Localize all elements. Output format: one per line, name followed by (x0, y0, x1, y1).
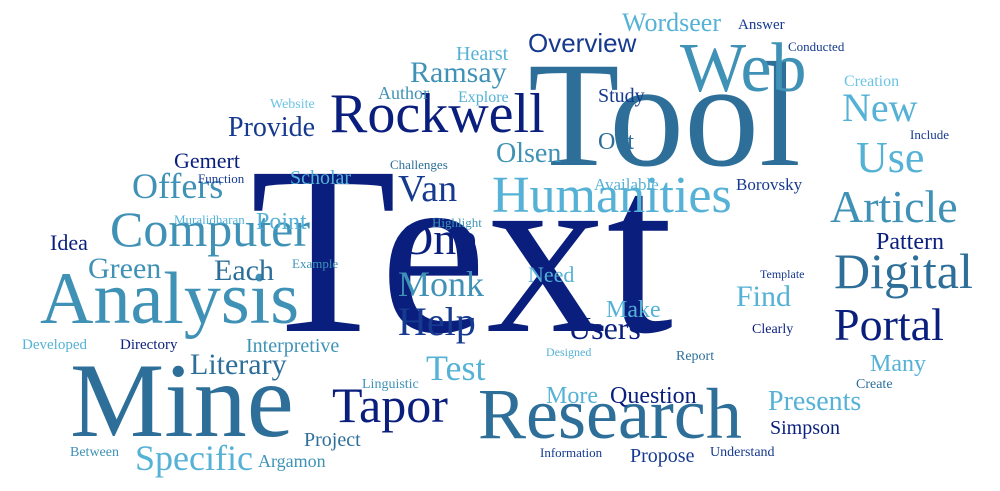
word-designed: Designed (546, 345, 592, 359)
word-one: One (400, 213, 477, 264)
word-literary: Literary (190, 348, 287, 381)
word-use: Use (856, 133, 925, 182)
word-monk: Monk (398, 264, 485, 304)
word-mine: Mine (70, 342, 294, 459)
word-help: Help (398, 299, 476, 344)
word-argamon: Argamon (258, 451, 326, 471)
word-analysis: Analysis (40, 258, 299, 340)
word-wordseer: Wordseer (622, 8, 721, 37)
word-propose: Propose (630, 445, 695, 467)
word-test: Test (426, 348, 486, 388)
word-pattern: Pattern (876, 229, 944, 255)
word-hearst: Hearst (456, 43, 509, 65)
word-conducted: Conducted (788, 39, 845, 54)
word-make: Make (606, 297, 661, 323)
word-many: Many (870, 351, 926, 377)
word-olsen: Olsen (496, 138, 562, 169)
word-van: Van (398, 168, 458, 210)
word-clearly: Clearly (752, 322, 794, 337)
word-question: Question (610, 383, 697, 409)
word-study: Study (598, 85, 645, 107)
word-new: New (842, 85, 918, 130)
word-digital: Digital (834, 243, 973, 299)
word-simpson: Simpson (770, 417, 841, 439)
word-report: Report (676, 349, 715, 364)
word-create: Create (856, 377, 893, 392)
word-find: Find (736, 280, 792, 313)
word-understand: Understand (710, 445, 775, 460)
word-challenges: Challenges (390, 157, 448, 172)
word-function: Function (198, 171, 245, 186)
word-developed: Developed (22, 337, 87, 353)
word-text: Text (250, 117, 674, 383)
word-include: Include (910, 127, 949, 142)
word-overview: Overview (528, 28, 637, 58)
word-available: Available (594, 175, 659, 194)
word-portal: Portal (834, 299, 944, 350)
word-green: Green (88, 252, 162, 285)
word-research: Research (478, 374, 742, 454)
word-information: Information (540, 445, 603, 460)
word-idea: Idea (50, 230, 88, 255)
word-interpretive: Interpretive (246, 335, 340, 357)
word-humanities: Humanities (492, 167, 732, 224)
word-gemert: Gemert (174, 148, 240, 173)
word-web: Web (680, 30, 807, 107)
word-template: Template (760, 267, 805, 281)
word-explore: Explore (458, 89, 509, 106)
word-tapor: Tapor (332, 377, 448, 433)
word-ramsay: Ramsay (410, 56, 507, 89)
word-point: Point (256, 209, 307, 235)
word-provide: Provide (228, 112, 316, 143)
word-specific: Specific (135, 438, 253, 478)
word-highlight: Highlight (432, 215, 482, 230)
word-muralidharan: Muralidharan (174, 212, 245, 227)
word-rockwell: Rockwell (330, 83, 545, 145)
word-directory: Directory (120, 337, 178, 353)
word-out: Out (598, 129, 634, 155)
word-more: More (546, 383, 598, 409)
word-presents: Presents (768, 386, 862, 417)
word-each: Each (214, 254, 274, 287)
word-computer: Computer (110, 201, 310, 257)
word-article: Article (830, 181, 958, 232)
word-need: Need (528, 262, 575, 287)
word-tool: Tool (528, 32, 801, 198)
word-linguistic: Linguistic (362, 377, 419, 392)
word-answer: Answer (738, 17, 785, 33)
word-borovsky: Borovsky (736, 175, 803, 194)
word-example: Example (292, 256, 339, 271)
word-users: Users (568, 310, 641, 346)
word-creation: Creation (844, 73, 900, 90)
word-scholar: Scholar (290, 167, 352, 189)
word-between: Between (70, 445, 119, 460)
word-author: Author (378, 83, 429, 103)
word-website: Website (270, 97, 315, 112)
word-project: Project (304, 429, 361, 451)
word-offers: Offers (132, 166, 224, 206)
